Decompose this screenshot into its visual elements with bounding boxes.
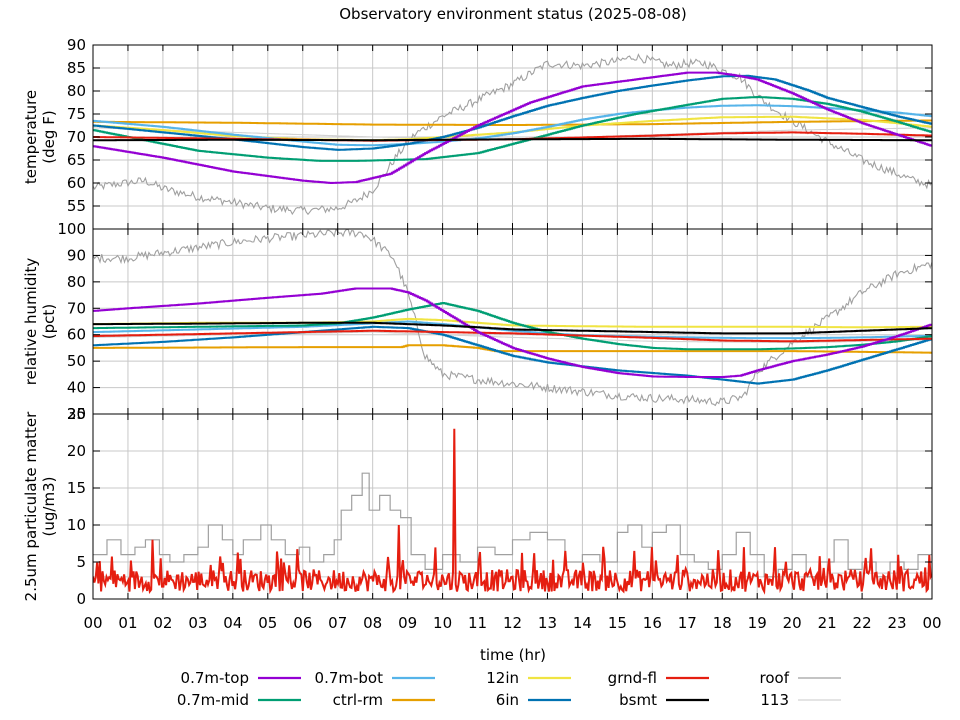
- legend-entry-grnd-fl: grnd-fl: [608, 669, 709, 687]
- panel-pm25: 0 5 10 15 20 25 2.5um particulate matter (ug/m3…: [22, 405, 933, 608]
- x-tick-label: 22: [853, 614, 872, 632]
- chart-title: Observatory environment status (2025-08-…: [339, 5, 687, 23]
- x-tick-label: 03: [188, 614, 207, 632]
- x-tick-label: 05: [258, 614, 277, 632]
- series-line-0.7m-mid: [93, 302, 932, 351]
- legend-entry-0.7m-bot: 0.7m-bot: [315, 669, 435, 687]
- y-tick-label: 60: [67, 174, 86, 192]
- legend-label: ctrl-rm: [333, 691, 383, 709]
- y-axis-label-temperature: (deg F): [40, 110, 58, 163]
- x-tick-label: 02: [153, 614, 172, 632]
- legend-label: roof: [760, 669, 790, 687]
- temperature-grid: [92, 44, 933, 229]
- series-line-0.7m-bot: [93, 104, 932, 147]
- y-axis-label-humidity: relative humidity: [22, 258, 40, 386]
- panel-humidity: 30 40 50 60 70 80 90 100 relative humidity (pct): [22, 220, 933, 423]
- y-tick-label: 5: [76, 553, 86, 571]
- legend-label: 6in: [496, 691, 519, 709]
- x-tick-label: 13: [538, 614, 557, 632]
- panel-temperature: 55 60 65 70 75 80 85 90 temperature (deg F): [22, 36, 933, 230]
- humidity-series: [93, 229, 932, 407]
- y-tick-label: 25: [67, 405, 86, 423]
- x-tick-label: 19: [748, 614, 767, 632]
- y-tick-label: 60: [67, 326, 86, 344]
- x-tick-label: 04: [223, 614, 242, 632]
- legend-entry-roof: roof: [760, 669, 841, 687]
- y-tick-label: 85: [67, 59, 86, 77]
- y-tick-label: 75: [67, 105, 86, 123]
- y-tick-label: 30: [67, 405, 86, 423]
- y-axis-label-temperature: temperature: [22, 90, 40, 184]
- y-tick-label: 80: [67, 82, 86, 100]
- x-tick-label: 12: [503, 614, 522, 632]
- x-tick-label: 00: [83, 614, 102, 632]
- x-tick-label: 07: [328, 614, 347, 632]
- legend-entry-0.7m-mid: 0.7m-mid: [177, 691, 301, 709]
- x-tick-label: 15: [608, 614, 627, 632]
- legend-entry-ctrl-rm: ctrl-rm: [333, 691, 435, 709]
- x-tick-label: 10: [433, 614, 452, 632]
- x-tick-label: 06: [293, 614, 312, 632]
- y-tick-label: 70: [67, 299, 86, 317]
- legend-entry-6in: 6in: [496, 691, 571, 709]
- x-tick-label: 14: [573, 614, 592, 632]
- y-tick-label: 90: [67, 246, 86, 264]
- series-line-0.7m-top: [93, 287, 932, 378]
- legend-label: 0.7m-mid: [177, 691, 249, 709]
- series-line-grnd-fl: [93, 428, 932, 595]
- legend-entry-bsmt: bsmt: [619, 691, 709, 709]
- y-axis-label-pm25: 2.5um particulate matter: [22, 411, 40, 601]
- y-tick-label: 55: [67, 197, 86, 215]
- series-line-grnd-fl: [93, 329, 932, 343]
- temperature-series: [93, 53, 932, 216]
- x-tick-label: 11: [468, 614, 487, 632]
- x-tick-label: 18: [713, 614, 732, 632]
- y-tick-label: 90: [67, 36, 86, 54]
- series-line-bsmt: [93, 321, 932, 335]
- y-tick-label: 40: [67, 379, 86, 397]
- legend-label: bsmt: [619, 691, 657, 709]
- x-tick-label: 01: [118, 614, 137, 632]
- legend-label: grnd-fl: [608, 669, 657, 687]
- series-line-bsmt: [93, 137, 932, 142]
- x-tick-label: 08: [363, 614, 382, 632]
- legend-entry-0.7m-top: 0.7m-top: [181, 669, 301, 687]
- legend: 0.7m-top 0.7m-mid 0.7m-bot ctrl-rm 12in 6in gr…: [177, 669, 841, 709]
- legend-entry-12in: 12in: [486, 669, 571, 687]
- x-tick-label: 00: [922, 614, 941, 632]
- y-tick-label: 70: [67, 128, 86, 146]
- legend-label: 0.7m-bot: [315, 669, 384, 687]
- x-tick-label: 20: [783, 614, 802, 632]
- y-tick-label: 15: [67, 479, 86, 497]
- x-tick-label: 17: [678, 614, 697, 632]
- x-tick-labels: 00 01 02 03 04 05 06 07 08 09 10 11 12 13 14 15 16 17 18 19…: [83, 614, 941, 632]
- x-tick-label: 23: [887, 614, 906, 632]
- y-axis-label-humidity: (pct): [40, 304, 58, 339]
- legend-label: 113: [760, 691, 789, 709]
- series-line-roof: [93, 53, 932, 216]
- y-tick-label: 65: [67, 151, 86, 169]
- y-tick-label: 20: [67, 442, 86, 460]
- legend-entry-113: 113: [760, 691, 841, 709]
- y-axis-label-pm25: (ug/m3): [40, 477, 58, 537]
- series-line-ctrl-rm: [93, 119, 932, 126]
- series-line-113: [93, 331, 932, 344]
- pm25-series: [93, 428, 932, 595]
- series-line-roof: [93, 229, 932, 407]
- series-line-6in: [93, 325, 932, 385]
- y-tick-label: 80: [67, 273, 86, 291]
- y-tick-label: 10: [67, 516, 86, 534]
- y-tick-label: 0: [76, 590, 86, 608]
- x-tick-label: 21: [818, 614, 837, 632]
- x-tick-label: 16: [643, 614, 662, 632]
- legend-label: 0.7m-top: [181, 669, 249, 687]
- y-tick-label: 50: [67, 352, 86, 370]
- y-tick-label: 100: [57, 220, 86, 238]
- x-axis-label: time (hr): [480, 646, 546, 664]
- series-line-0.7m-top: [93, 71, 932, 184]
- legend-label: 12in: [486, 669, 519, 687]
- x-tick-label: 09: [398, 614, 417, 632]
